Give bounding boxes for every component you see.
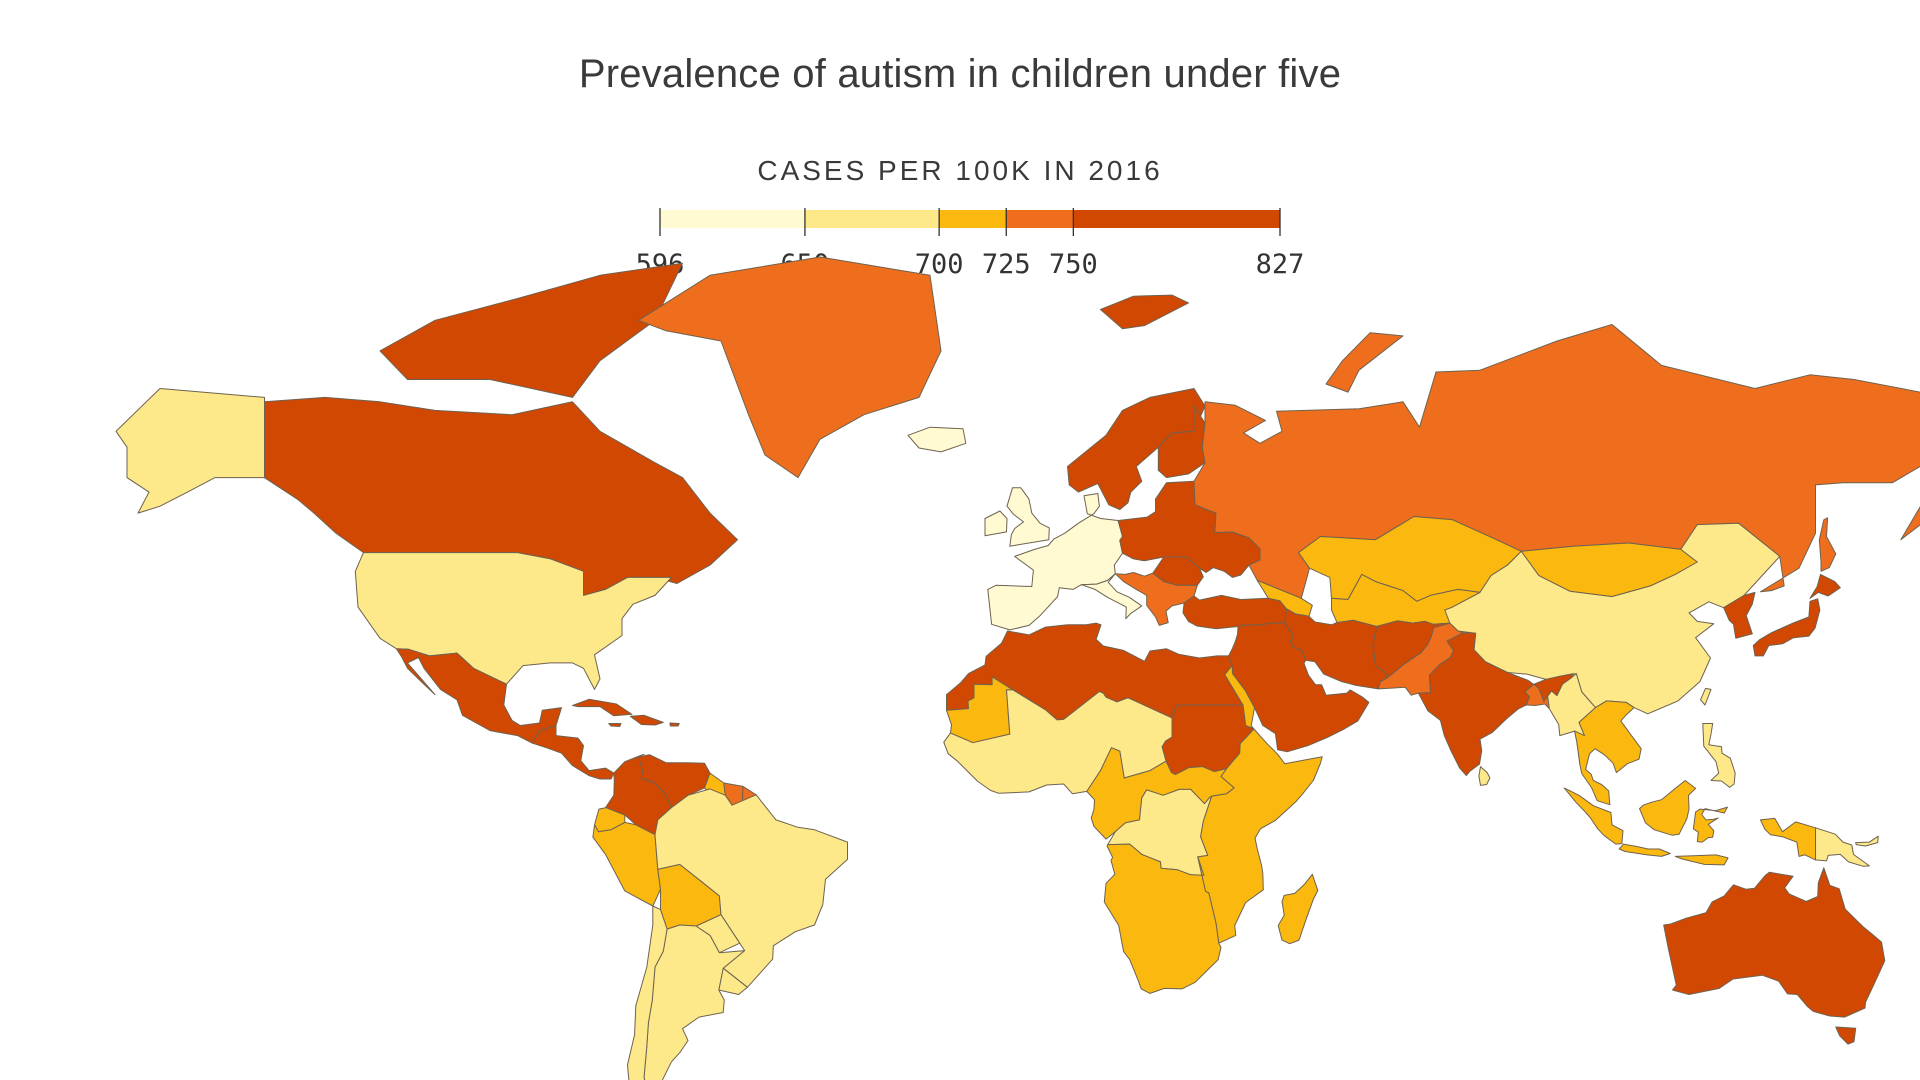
region-western-europe	[987, 493, 1123, 631]
legend-swatch	[1006, 210, 1074, 228]
region-madagascar	[1277, 873, 1319, 945]
legend-swatch	[660, 210, 805, 228]
region-papua-new-guinea	[1815, 827, 1870, 867]
region-italy	[1080, 573, 1143, 620]
legend-swatch	[804, 210, 940, 228]
region-peru	[592, 821, 661, 907]
region-cuba	[572, 698, 633, 717]
region-hokkaido	[1809, 573, 1841, 599]
region-china	[1444, 522, 1781, 715]
region-sulawesi	[1692, 806, 1728, 843]
region-sri-lanka	[1478, 766, 1491, 786]
region-east-africa	[1197, 665, 1323, 944]
region-arctic-islands	[379, 262, 683, 398]
region-tasmania	[1835, 1026, 1857, 1045]
color-legend: 596650700725750827	[636, 208, 1305, 280]
region-caribbean	[629, 714, 664, 726]
region-iceland	[907, 426, 967, 453]
region-indonesia	[1563, 787, 1624, 845]
region-puerto-rico	[669, 722, 680, 727]
region-lesser-sundas	[1674, 854, 1729, 866]
region-balkans	[1114, 572, 1198, 626]
region-southeast-asia	[1574, 700, 1642, 806]
region-west-africa	[943, 689, 1173, 795]
region-korea	[1723, 591, 1756, 639]
region-taiwan	[1700, 687, 1712, 706]
region-new-guinea	[1760, 817, 1816, 861]
region-ireland	[984, 510, 1008, 537]
region-sakhalin	[1818, 517, 1837, 572]
region-brazil	[654, 788, 848, 988]
region-java	[1618, 843, 1671, 857]
region-jamaica	[608, 723, 622, 727]
region-southern-africa	[1103, 843, 1222, 994]
region-greenland	[638, 256, 942, 479]
region-india	[1417, 632, 1574, 777]
legend-swatch	[1073, 210, 1280, 228]
region-novaya-zemlya	[1325, 332, 1404, 393]
region-chile	[627, 905, 668, 1080]
legend-tick-label: 725	[982, 249, 1031, 280]
legend-tick-label: 750	[1049, 249, 1098, 280]
chart-title: Prevalence of autism in children under f…	[578, 52, 1342, 96]
legend-title: CASES PER 100K IN 2016	[757, 155, 1163, 186]
region-philippines	[1702, 723, 1736, 788]
legend-swatch	[939, 210, 1007, 228]
region-russia	[1193, 324, 1920, 599]
region-japan	[1752, 598, 1821, 657]
region-borneo	[1639, 780, 1697, 836]
region-scandinavia	[1067, 388, 1206, 511]
region-australia	[1663, 867, 1886, 1018]
region-new-britain	[1855, 835, 1879, 847]
region-british-isles	[1006, 487, 1050, 547]
legend-tick-label: 827	[1256, 249, 1305, 280]
region-eastern-europe	[1117, 480, 1261, 578]
region-romania	[1152, 556, 1204, 586]
region-central-america	[531, 725, 615, 780]
region-svalbard	[1100, 294, 1189, 330]
